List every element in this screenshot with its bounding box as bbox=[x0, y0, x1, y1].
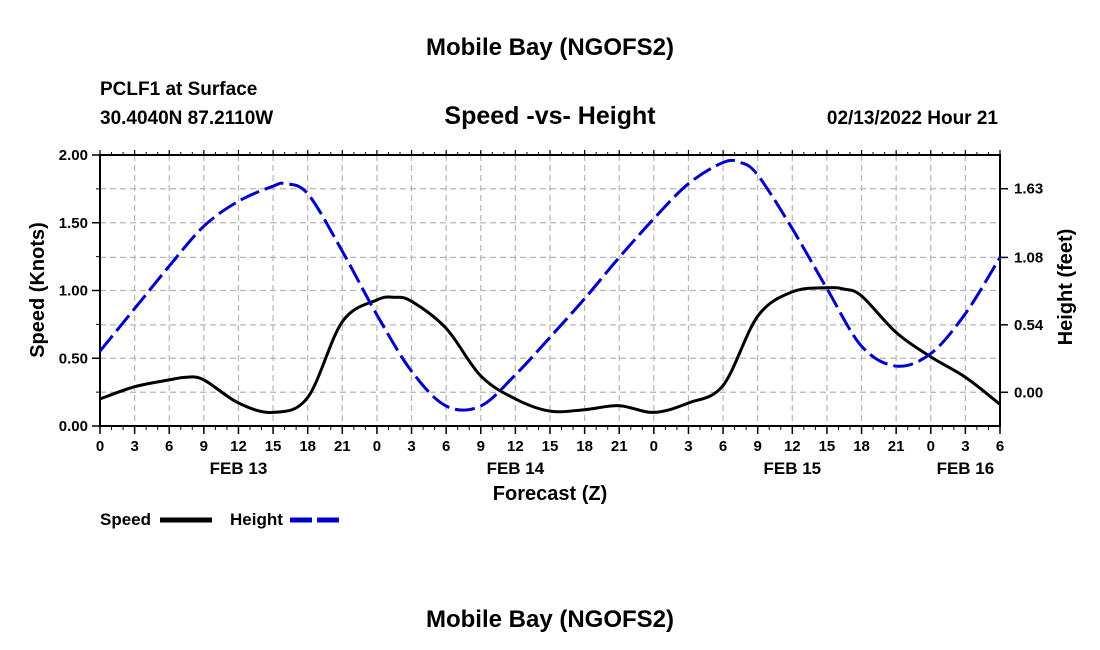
date-label: FEB 15 bbox=[763, 459, 821, 478]
station-coords: 30.4040N 87.2110W bbox=[100, 108, 273, 129]
y-axis-label: Speed (Knots) bbox=[27, 222, 49, 358]
x-tick-label: 3 bbox=[130, 438, 138, 455]
x-tick-label: 0 bbox=[373, 438, 381, 455]
series-line-height bbox=[98, 158, 1002, 412]
page-title: Mobile Bay (NGOFS2) bbox=[426, 34, 674, 61]
legend-height-label: Height bbox=[230, 510, 283, 529]
series-layer bbox=[98, 158, 1002, 415]
x-tick-labels: 0 3 6 9 12 15 18 21 0 3 6 9 12 15 18 21 0 3 6 9 12 15 18 21 0 3 6 bbox=[96, 438, 1004, 455]
x-tick-label: 0 bbox=[927, 438, 935, 455]
y2-tick-labels: 0.00 0.54 1.08 1.63 bbox=[1014, 181, 1044, 402]
x-tick-label: 21 bbox=[888, 438, 905, 455]
y2-tick-label: 0.54 bbox=[1014, 317, 1044, 334]
y2-axis-label: Height (feet) bbox=[1055, 229, 1077, 346]
y2-tick-label: 1.08 bbox=[1014, 249, 1043, 266]
x-tick-label: 12 bbox=[784, 438, 801, 455]
station-label: PCLF1 at Surface bbox=[100, 79, 257, 100]
chart-grid bbox=[100, 155, 1000, 426]
y-tick-label: 0.00 bbox=[59, 418, 88, 435]
x-tick-label: 9 bbox=[200, 438, 208, 455]
x-tick-label: 15 bbox=[819, 438, 836, 455]
date-label: FEB 14 bbox=[487, 459, 545, 478]
x-tick-label: 9 bbox=[477, 438, 485, 455]
x-tick-label: 15 bbox=[542, 438, 559, 455]
x-tick-label: 6 bbox=[996, 438, 1004, 455]
plot-title: Speed -vs- Height bbox=[444, 102, 656, 130]
x-tick-label: 3 bbox=[961, 438, 969, 455]
x-tick-label: 3 bbox=[684, 438, 692, 455]
plot-frame bbox=[99, 154, 1001, 427]
x-axis-label: Forecast (Z) bbox=[493, 483, 607, 505]
footer-title: Mobile Bay (NGOFS2) bbox=[426, 606, 674, 633]
y-tick-label: 0.50 bbox=[59, 350, 88, 367]
date-label: FEB 16 bbox=[937, 459, 995, 478]
forecast-timestamp: 02/13/2022 Hour 21 bbox=[827, 108, 999, 129]
legend-speed-label: Speed bbox=[100, 510, 151, 529]
x-tick-label: 21 bbox=[334, 438, 351, 455]
x-tick-label: 9 bbox=[754, 438, 762, 455]
y2-tick-label: 1.63 bbox=[1014, 181, 1043, 198]
x-tick-label: 6 bbox=[165, 438, 173, 455]
x-tick-label: 6 bbox=[719, 438, 727, 455]
legend: Speed Height bbox=[100, 510, 342, 529]
x-tick-label: 12 bbox=[507, 438, 524, 455]
y-tick-label: 1.50 bbox=[59, 215, 88, 232]
x-tick-label: 18 bbox=[299, 438, 316, 455]
chart-ticks bbox=[92, 150, 1008, 434]
y-tick-label: 2.00 bbox=[59, 147, 88, 164]
y2-tick-label: 0.00 bbox=[1014, 384, 1043, 401]
x-tick-label: 18 bbox=[576, 438, 593, 455]
x-tick-label: 18 bbox=[853, 438, 870, 455]
x-tick-label: 21 bbox=[611, 438, 628, 455]
x-tick-label: 6 bbox=[442, 438, 450, 455]
y-tick-labels: 0.00 0.50 1.00 1.50 2.00 bbox=[59, 147, 88, 435]
series-line-speed bbox=[99, 286, 1001, 415]
x-tick-label: 15 bbox=[265, 438, 282, 455]
x-tick-label: 0 bbox=[650, 438, 658, 455]
x-tick-label: 3 bbox=[407, 438, 415, 455]
x-tick-label: 12 bbox=[230, 438, 247, 455]
date-label: FEB 13 bbox=[210, 459, 268, 478]
date-labels: FEB 13 FEB 14 FEB 15 FEB 16 bbox=[210, 459, 995, 478]
y-tick-label: 1.00 bbox=[59, 283, 88, 300]
x-tick-label: 0 bbox=[96, 438, 104, 455]
